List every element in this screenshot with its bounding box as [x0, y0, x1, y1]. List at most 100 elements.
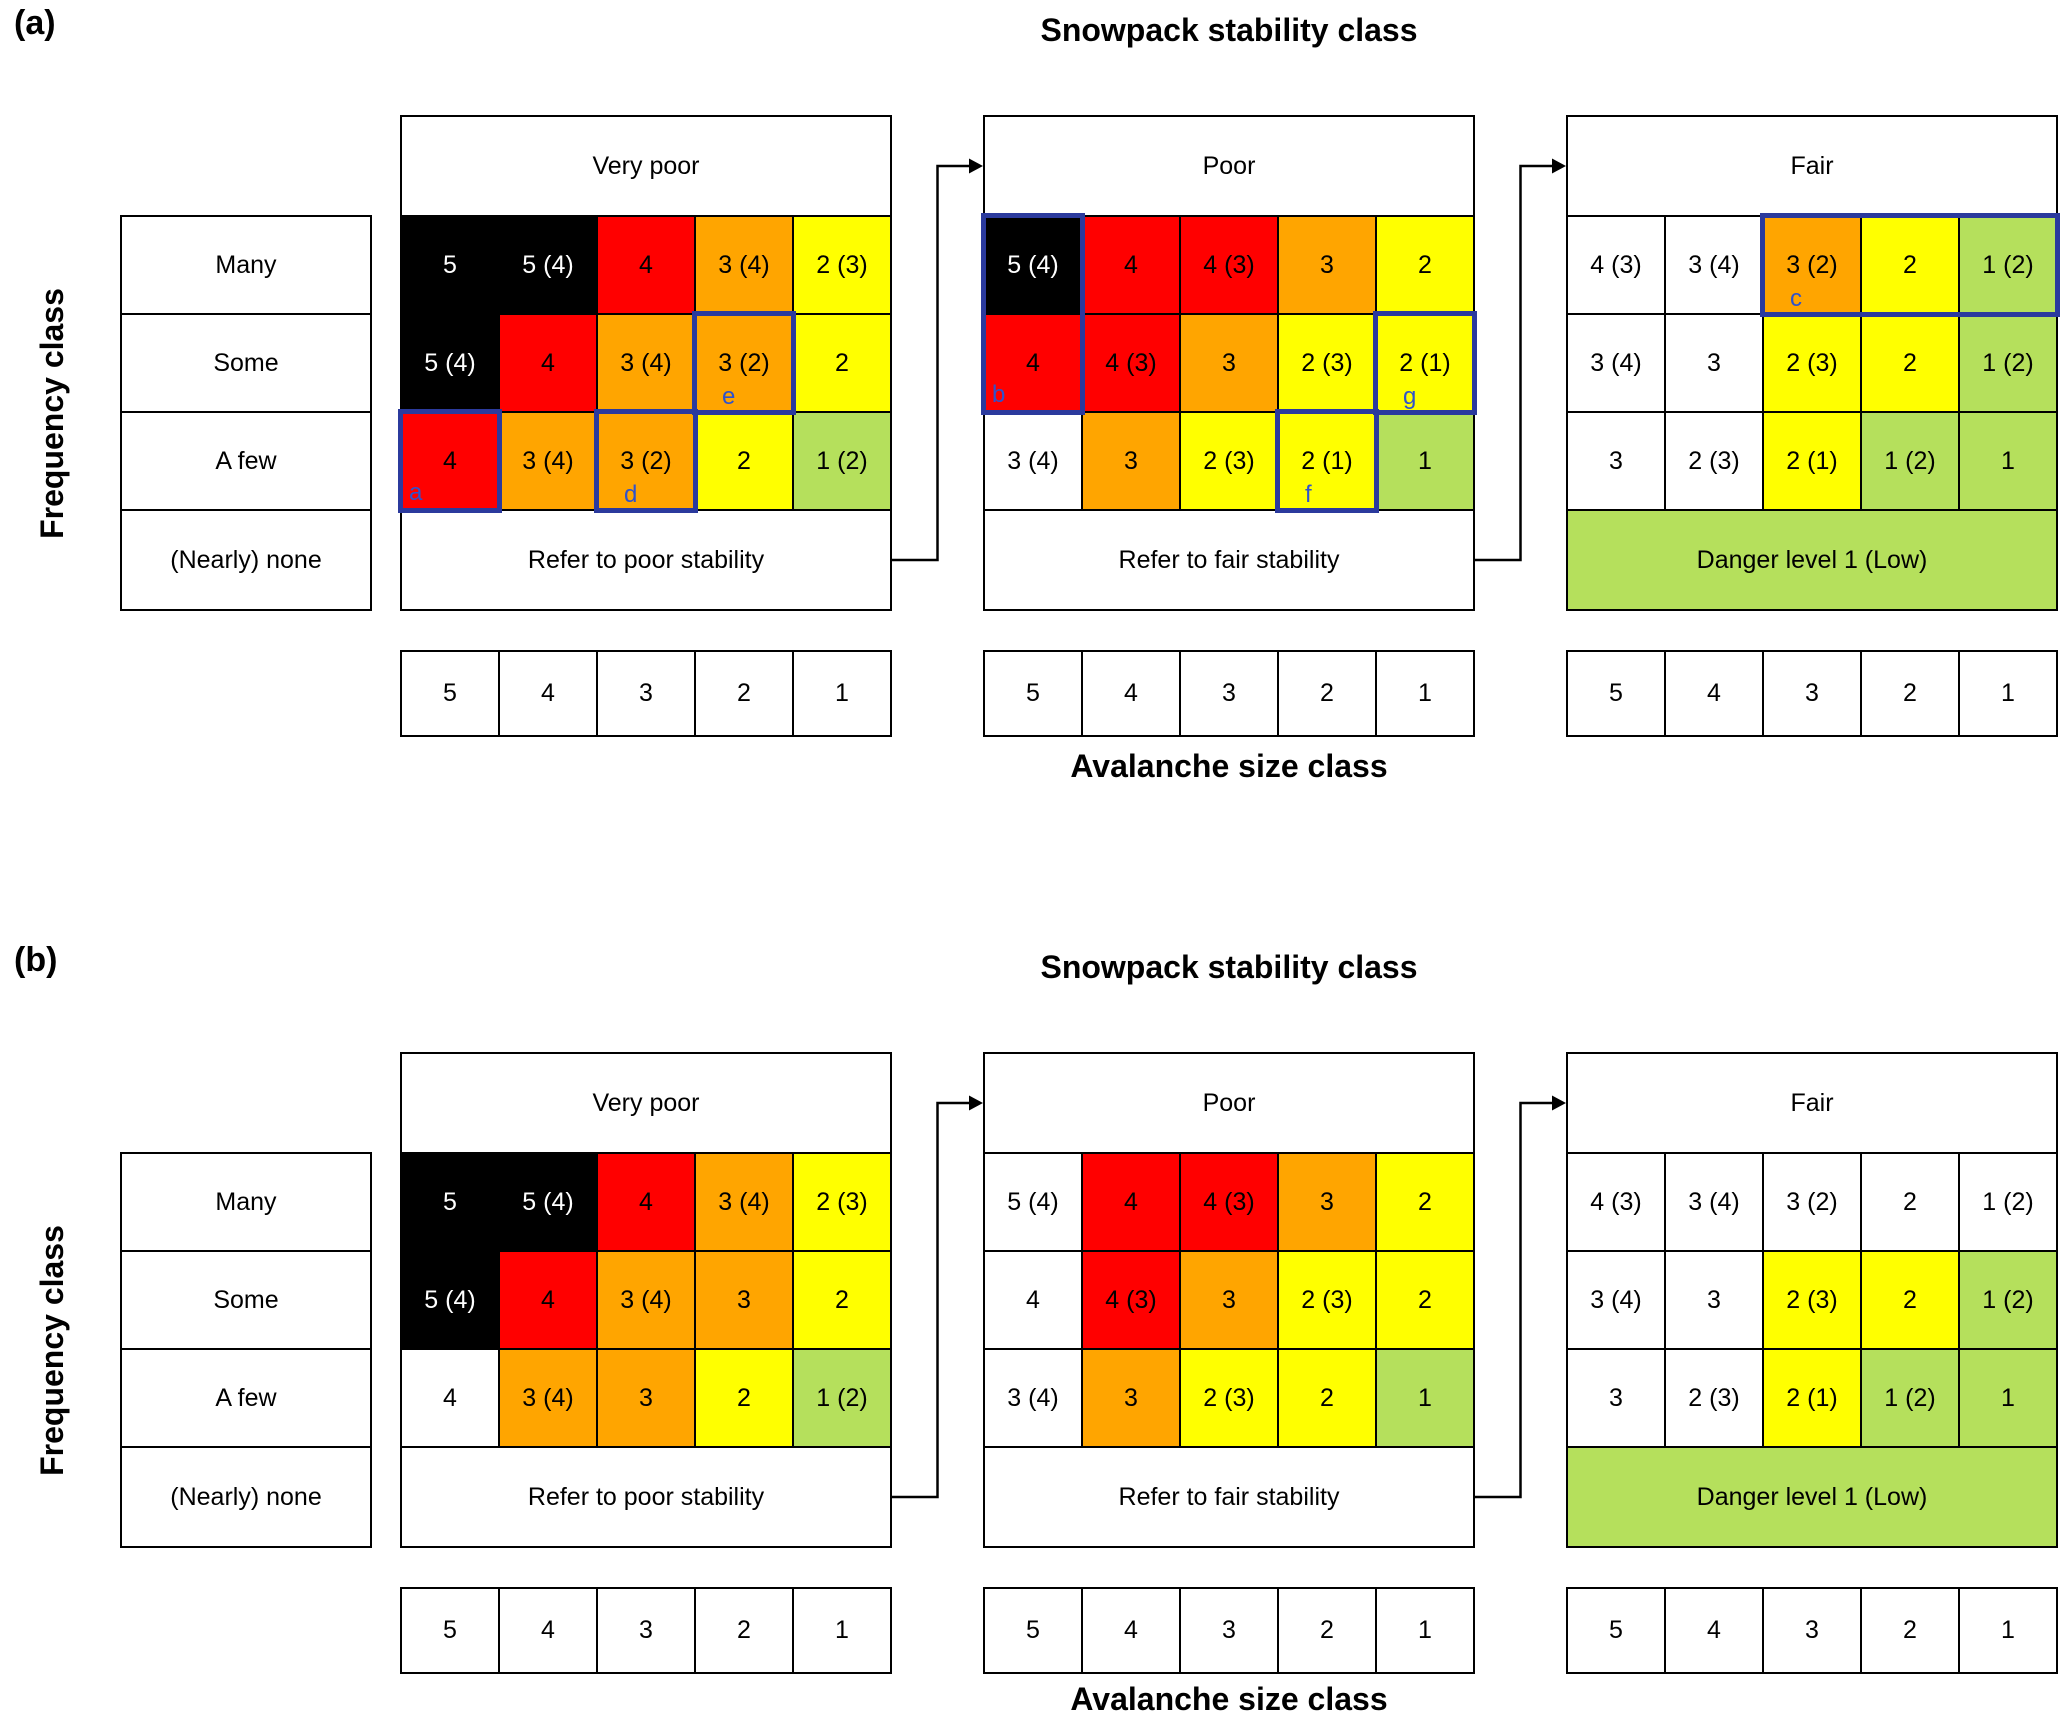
grid-cell: 5: [402, 217, 498, 313]
size-class-cell: 1: [1960, 652, 2056, 735]
grid-cell: 3: [696, 1252, 792, 1348]
grid-cell-value: 2 (1): [1786, 446, 1838, 475]
grid-cell: 2 (3): [1764, 315, 1860, 411]
grid-cell-value: 3: [1124, 446, 1138, 475]
grid-cell: 5 (4): [402, 1252, 498, 1348]
size-class-cell: 4: [1666, 1589, 1762, 1672]
grid-cell: 3: [1568, 1350, 1664, 1446]
panel-a: (a) Snowpack stability class Frequency c…: [14, 4, 2060, 784]
grid-cell: 4: [500, 315, 596, 411]
grid-cell: 4 (3): [1568, 1154, 1664, 1250]
size-class-cell: 2: [696, 652, 792, 735]
snowpack-stability-class-title: Snowpack stability class: [1040, 12, 1418, 48]
grid-footer: Refer to poor stability: [402, 1448, 890, 1546]
grid-cell-value: 2 (3): [816, 1187, 868, 1216]
grid-cell-value: 3: [1320, 250, 1334, 279]
grid-cell: 4 (3): [1181, 1154, 1277, 1250]
grid-cell-value: 2: [835, 1285, 849, 1314]
grid-cell-value: 2 (3): [1786, 348, 1838, 377]
frequency-class-label: Some: [122, 1252, 370, 1348]
annotation-letter: f: [1305, 481, 1312, 508]
grid-cell: 1 (2): [1862, 1350, 1958, 1446]
grid-cell: 2 (3): [1666, 413, 1762, 509]
grid-cell-value: 4 (3): [1203, 250, 1255, 279]
grid-cell-value: 2 (3): [1301, 348, 1353, 377]
refer-flow-arrow: [892, 1101, 971, 1499]
annotation-letter: g: [1403, 383, 1417, 410]
grid-cell-value: 3 (4): [1590, 348, 1642, 377]
grid-cell-value: 5 (4): [424, 1285, 476, 1314]
grid-cell: 3 (4): [500, 413, 596, 509]
grid-cell-value: 1 (2): [1884, 1383, 1936, 1412]
grid-cell-value: 2 (3): [1688, 1383, 1740, 1412]
grid-cell-value: 4 (3): [1590, 1187, 1642, 1216]
grid-cell-value: 2: [835, 348, 849, 377]
stability-grid-poor: Poor 5 (4) 4 4 (3) 3 2 4 4 (3) 3 2 (3) 2 3 (4) 3 2 (3…: [983, 1052, 1475, 1548]
stability-grid-fair: Fair 4 (3) 3 (4) 3 (2) 2 1 (2) 3 (4) 3 2 (3) 2 1 (…: [1566, 1052, 2058, 1548]
size-class-cell: 3: [598, 652, 694, 735]
grid-cell-value: 1: [2001, 1383, 2015, 1412]
size-class-cell: 4: [500, 652, 596, 735]
grid-cell-value: 2 (3): [1301, 1285, 1353, 1314]
refer-flow-arrow: [1475, 164, 1554, 562]
grid-title: Fair: [1568, 117, 2056, 215]
grid-cell: 1: [1960, 1350, 2056, 1446]
grid-cell-value: 1: [2001, 446, 2015, 475]
grid-cell: 3: [1181, 1252, 1277, 1348]
grid-cell-value: 3: [1124, 1383, 1138, 1412]
grid-footer: Danger level 1 (Low): [1568, 511, 2056, 609]
size-class-cell: 2: [696, 1589, 792, 1672]
annotation-letter: d: [624, 481, 638, 508]
grid-cell-value: 1 (2): [1982, 348, 2034, 377]
grid-cell: 3: [1666, 1252, 1762, 1348]
size-class-cell: 1: [794, 1589, 890, 1672]
size-class-cell: 2: [1279, 652, 1375, 735]
refer-flow-arrow: [892, 164, 971, 562]
grid-cell-value: 1 (2): [1982, 250, 2034, 279]
grid-title: Poor: [985, 1054, 1473, 1152]
grid-cell-value: 2: [1418, 1285, 1432, 1314]
grid-cell-value: 4 (3): [1590, 250, 1642, 279]
size-class-cell: 2: [1279, 1589, 1375, 1672]
grid-cell-value: 5 (4): [424, 348, 476, 377]
grid-cell: 2: [1377, 1154, 1473, 1250]
grid-cell: 3: [1083, 1350, 1179, 1446]
grid-cell: 1 (2): [1862, 413, 1958, 509]
grid-cell: 3 (4): [985, 413, 1081, 509]
grid-cell-value: 2: [1903, 1285, 1917, 1314]
grid-cell-value: 3: [737, 1285, 751, 1314]
grid-cell-value: 3 (2): [1786, 1187, 1838, 1216]
panel-a-label: (a): [14, 4, 56, 42]
grid-cell: 5: [402, 1154, 498, 1250]
grid-cell-value: 3: [1320, 1187, 1334, 1216]
grid-cell-value: 4: [1026, 348, 1040, 377]
grid-cell-value: 1 (2): [1982, 1187, 2034, 1216]
frequency-class-label: (Nearly) none: [122, 511, 370, 609]
grid-cell: 2 (1) f: [1275, 409, 1379, 513]
grid-cell-value: 2: [1320, 1383, 1334, 1412]
grid-cell: 2 (1): [1764, 413, 1860, 509]
grid-cell-value: 3: [639, 1383, 653, 1412]
annotation-letter: b: [992, 381, 1006, 408]
grid-cell: 2: [1862, 1154, 1958, 1250]
grid-cell-value: 4 (3): [1105, 1285, 1157, 1314]
refer-flow-arrow: [1475, 1101, 1554, 1499]
grid-cell: 2: [696, 413, 792, 509]
stability-grid-very-poor: Very poor 5 5 (4) 4 3 (4) 2 (3) 5 (4) 4 3 (4) 3 (…: [398, 115, 892, 611]
size-class-cell: 3: [1181, 1589, 1277, 1672]
annotation-letter: a: [409, 479, 423, 506]
grid-cell-value: 2 (3): [1203, 1383, 1255, 1412]
grid-cell-value: 3 (2): [620, 446, 672, 475]
grid-cell-value: 4: [1124, 1187, 1138, 1216]
size-class-cell: 5: [402, 1589, 498, 1672]
grid-cell: 1 (2): [794, 413, 890, 509]
grid-title: Poor: [985, 117, 1473, 215]
size-class-cell: 3: [1181, 652, 1277, 735]
grid-cell: 4: [500, 1252, 596, 1348]
grid-cell: 2 (3): [794, 1154, 890, 1250]
grid-cell: 2: [1279, 1350, 1375, 1446]
grid-cell: 3 (4): [1568, 315, 1664, 411]
